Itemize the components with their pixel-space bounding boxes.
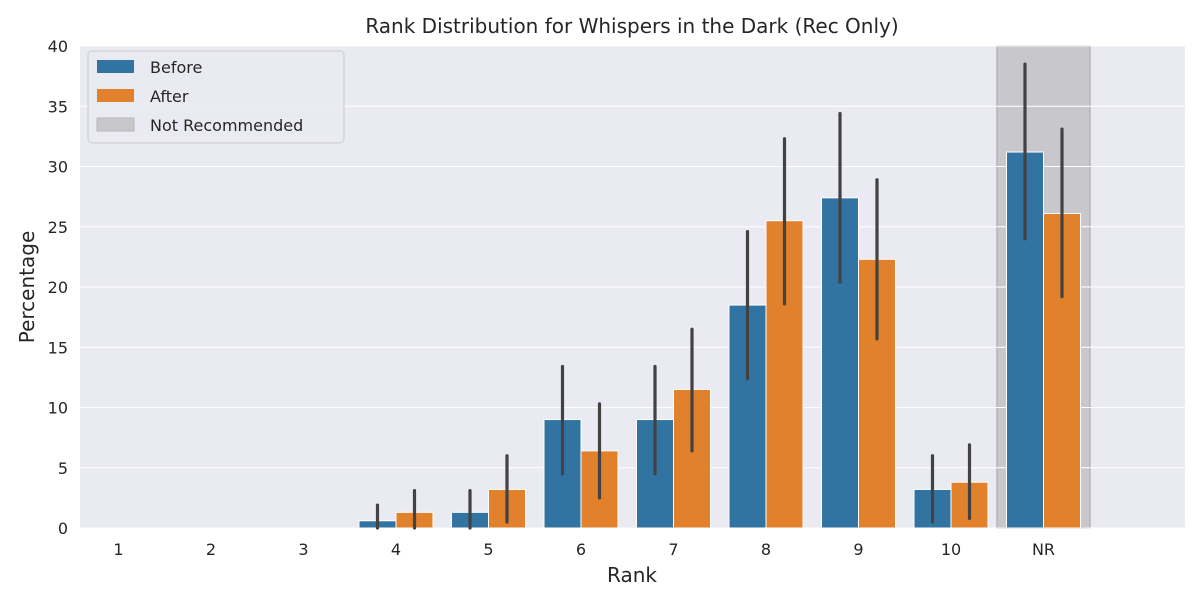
legend-swatch: [97, 60, 134, 73]
y-tick-label: 10: [48, 399, 68, 418]
y-tick-label: 35: [48, 97, 68, 116]
legend-label: Before: [150, 58, 202, 77]
y-axis-label: Percentage: [15, 231, 39, 344]
x-tick-label: 10: [941, 540, 961, 559]
x-tick-label: 4: [391, 540, 401, 559]
chart-title: Rank Distribution for Whispers in the Da…: [365, 14, 898, 38]
legend-label: After: [150, 87, 189, 106]
legend-swatch: [96, 117, 135, 132]
x-tick-label: 2: [206, 540, 216, 559]
x-axis-label: Rank: [607, 563, 657, 587]
y-tick-label: 15: [48, 338, 68, 357]
legend: Before After Not Recommended: [87, 50, 345, 144]
x-tick-label: NR: [1032, 540, 1055, 559]
legend-label: Not Recommended: [150, 116, 303, 135]
y-tick-label: 20: [48, 278, 68, 297]
x-tick-label: 3: [298, 540, 308, 559]
x-tick-label: 1: [113, 540, 123, 559]
x-tick-label: 8: [761, 540, 771, 559]
y-tick-label: 30: [48, 158, 68, 177]
legend-swatch: [97, 89, 134, 102]
x-tick-label: 6: [576, 540, 586, 559]
y-tick-label: 0: [58, 519, 68, 538]
y-tick-label: 5: [58, 459, 68, 478]
y-tick-label: 40: [48, 37, 68, 56]
x-tick-label: 7: [668, 540, 678, 559]
x-tick-label: 9: [853, 540, 863, 559]
legend-box: [87, 50, 345, 144]
x-tick-label: 5: [483, 540, 493, 559]
y-tick-label: 25: [48, 218, 68, 237]
